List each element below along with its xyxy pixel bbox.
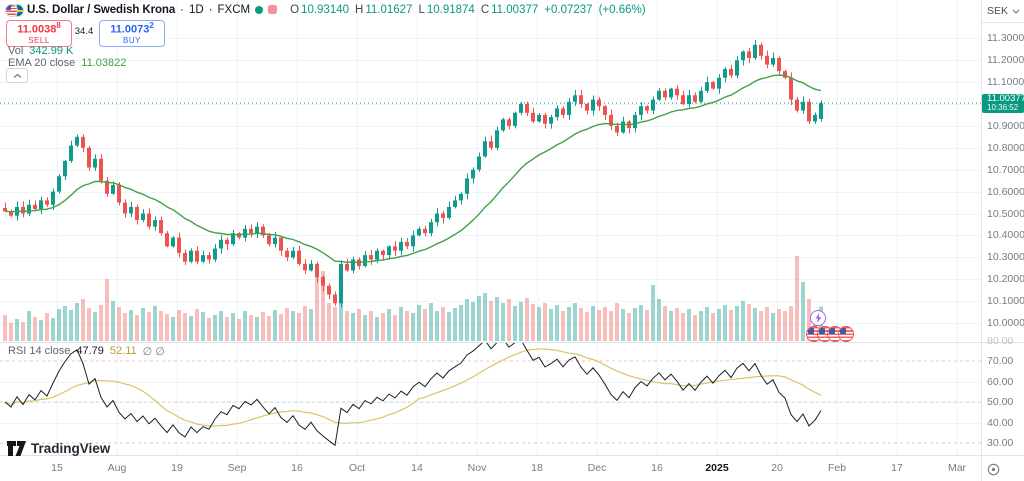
- time-axis-label: 16: [291, 462, 303, 474]
- currency-dropdown[interactable]: SEK: [987, 5, 1020, 17]
- related-instruments-flags-icon[interactable]: [806, 326, 854, 342]
- time-axis-label: Oct: [348, 462, 366, 474]
- price-axis-label: 10.10000: [987, 295, 1024, 308]
- price-axis-label: 10.30000: [987, 251, 1024, 264]
- time-axis-label: Nov: [467, 462, 487, 474]
- time-axis-label: Mar: [947, 462, 967, 474]
- bar-countdown: 10:36:52: [987, 103, 1019, 112]
- exchange-label[interactable]: FXCM: [217, 3, 251, 16]
- volume-label: Vol: [8, 45, 24, 57]
- lightning-icon: [815, 313, 821, 323]
- rsi-axis-label: 60.00: [987, 375, 1014, 388]
- symbol-legend: U.S. Dollar / Swedish Krona · 1D · FXCM …: [5, 3, 646, 17]
- chevron-up-icon: [13, 73, 21, 78]
- sell-button[interactable]: 11.00388 SELL: [6, 20, 72, 47]
- rsi-axis-label: 80.00: [987, 334, 1014, 347]
- rsi-ma-value: 52.11: [109, 345, 137, 357]
- high-value: 11.01627: [365, 3, 413, 16]
- time-axis-label: Sep: [227, 462, 247, 474]
- time-axis-label: 17: [891, 462, 903, 474]
- last-price-badge: 11.00377 10:36:52: [982, 94, 1024, 113]
- price-axis-label: 10.90000: [987, 119, 1024, 132]
- rsi-legend: RSI 14 close 47.79 52.11 ∅∅: [8, 345, 168, 358]
- time-axis-label: 16: [651, 462, 663, 474]
- time-axis-label: 18: [531, 462, 543, 474]
- target-icon: [987, 463, 1000, 476]
- price-axis-label: 10.00000: [987, 317, 1024, 329]
- separator: ·: [208, 3, 213, 16]
- rsi-axis-label: 40.00: [987, 416, 1014, 429]
- price-axis-label: 10.50000: [987, 207, 1024, 220]
- sell-button-label: SELL: [28, 36, 50, 46]
- change-value: +0.07237: [544, 3, 593, 16]
- rsi-axis-label: 30.00: [987, 437, 1014, 449]
- separator: ·: [180, 3, 184, 16]
- price-axis-label: 10.70000: [987, 163, 1024, 176]
- volume-legend: Vol 342.99 K: [8, 45, 73, 57]
- price-axis-label: 10.60000: [987, 185, 1024, 198]
- ema-value: 11.03822: [81, 56, 127, 69]
- time-axis-label: Aug: [107, 462, 127, 474]
- time-axis-label: 2025: [705, 462, 729, 474]
- symbol-flag-icon: [5, 3, 24, 17]
- time-axis-label: Dec: [587, 462, 607, 474]
- interval-label[interactable]: 1D: [188, 3, 204, 16]
- tradingview-watermark[interactable]: TradingView: [7, 441, 110, 456]
- open-value: 10.93140: [301, 3, 350, 16]
- low-label: L: [418, 3, 425, 16]
- rsi-hidden-band-values: ∅∅: [142, 346, 168, 358]
- axis-settings-button[interactable]: [986, 462, 1001, 481]
- time-axis-label: 15: [51, 462, 63, 474]
- ohlc-readout: O 10.93140 H 11.01627 L 10.91874 C 11.00377 …: [290, 4, 645, 16]
- marker-square-icon[interactable]: [268, 5, 278, 14]
- low-value: 10.91874: [426, 3, 475, 16]
- volume-value: 342.99 K: [29, 45, 74, 57]
- price-axis-label: 10.40000: [987, 229, 1024, 242]
- price-axis-label: 11.30000: [987, 32, 1024, 45]
- tradingview-logo-icon: [7, 441, 26, 456]
- time-axis-label: 19: [171, 462, 183, 474]
- ema-label: EMA 20 close: [8, 56, 76, 69]
- rsi-axis-label: 70.00: [987, 355, 1014, 367]
- price-axis-label: 11.10000: [987, 76, 1024, 89]
- symbol-title[interactable]: U.S. Dollar / Swedish Krona: [27, 3, 176, 16]
- time-axis[interactable]: 15 Aug 19 Sep 16 Oct 14 Nov 18 Dec 16 2025 20 Feb 17 Ma…: [0, 455, 1024, 481]
- time-axis-label: 14: [411, 462, 423, 474]
- chevron-down-icon: [1012, 9, 1020, 14]
- spread-value: 34.4: [74, 26, 94, 37]
- collapse-legend-button[interactable]: [6, 68, 28, 83]
- change-percent: (+0.66%): [598, 3, 646, 16]
- time-axis-label: 20: [771, 462, 783, 474]
- last-price-value: 11.00377: [987, 93, 1024, 104]
- watermark-text: TradingView: [31, 441, 111, 456]
- close-value: 11.00377: [491, 3, 539, 16]
- ema-legend: EMA 20 close 11.03822: [8, 57, 126, 69]
- instant-trading-button[interactable]: [810, 310, 826, 326]
- close-label: C: [480, 3, 490, 16]
- rsi-label: RSI 14 close: [8, 345, 71, 357]
- buy-button[interactable]: 11.00732 BUY: [99, 20, 165, 47]
- price-axis-label: 11.20000: [987, 54, 1024, 67]
- price-axis[interactable]: SEK 11.30000 11.20000 11.10000 10.90000 10.8…: [981, 0, 1024, 481]
- price-axis-label: 10.20000: [987, 273, 1024, 286]
- time-axis-label: Feb: [827, 462, 847, 474]
- open-label: O: [290, 3, 300, 16]
- rsi-value: 47.79: [76, 345, 104, 357]
- rsi-axis-label: 50.00: [987, 396, 1014, 408]
- high-label: H: [355, 3, 364, 16]
- buy-button-label: BUY: [123, 36, 141, 46]
- price-axis-label: 10.80000: [987, 141, 1024, 154]
- marker-dot-icon[interactable]: [255, 5, 264, 14]
